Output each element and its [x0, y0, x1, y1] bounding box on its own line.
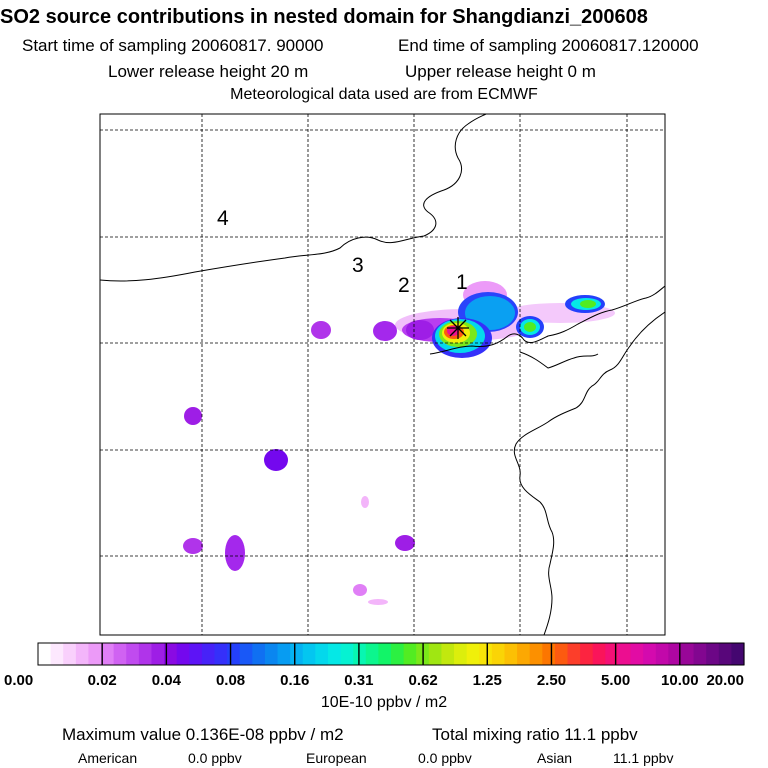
colorbar-cell	[592, 643, 606, 665]
colorbar-cell	[353, 643, 367, 665]
colorbar-tick-label: 0.02	[88, 672, 117, 689]
colorbar-tick-label: 5.00	[601, 672, 630, 689]
colorbar-cell	[189, 643, 203, 665]
colorbar-cell	[126, 643, 140, 665]
region-label-1: 1	[456, 271, 468, 294]
footprint-spots	[183, 321, 415, 605]
colorbar-cell	[63, 643, 77, 665]
colorbar-cell	[491, 643, 506, 665]
colorbar-tick-label: 0.16	[280, 672, 309, 689]
colorbar-cell	[718, 643, 732, 665]
colorbar-tick-label: 1.25	[473, 672, 502, 689]
region-label-4: 4	[217, 207, 229, 230]
colorbar-cell	[554, 643, 569, 665]
colorbar-cell	[38, 643, 52, 665]
colorbar-cell	[214, 643, 228, 665]
colorbar-units: 10E-10 ppbv / m2	[320, 694, 448, 711]
colorbar-cell	[138, 643, 153, 665]
colorbar-cell	[264, 643, 279, 665]
colorbar-cell	[706, 643, 720, 665]
colorbar-cell	[567, 643, 581, 665]
region-label-3: 3	[352, 254, 364, 277]
chart-title: SO2 source contributions in nested domai…	[0, 6, 648, 28]
upper-release-height: Upper release height 0 m	[405, 62, 596, 81]
lower-release-height: Lower release height 20 m	[108, 62, 309, 81]
colorbar-cell	[365, 643, 379, 665]
colorbar-cell	[403, 643, 417, 665]
colorbar-cell	[277, 643, 291, 665]
colorbar-cell	[617, 643, 632, 665]
map-borders	[100, 114, 665, 635]
region-asian-label: Asian	[537, 750, 573, 766]
colorbar-cell	[655, 643, 669, 665]
colorbar-cell	[302, 643, 316, 665]
colorbar-cell	[441, 643, 455, 665]
colorbar-cell	[542, 643, 556, 665]
region-european-label: European	[306, 750, 367, 766]
colorbar-cell	[454, 643, 468, 665]
colorbar-cell	[315, 643, 329, 665]
colorbar-cell	[630, 643, 644, 665]
colorbar-cell	[580, 643, 594, 665]
colorbar-cell	[101, 643, 115, 665]
colorbar-tick-label: 0.08	[216, 672, 245, 689]
colorbar-cell	[201, 643, 216, 665]
colorbar-tick-label: 2.50	[537, 672, 566, 689]
colorbar-cell	[75, 643, 90, 665]
colorbar-cell	[340, 643, 354, 665]
region-asian-value: 11.1 ppbv	[613, 750, 674, 766]
colorbar-cell	[428, 643, 443, 665]
colorbar: 0.00 0.02 0.04 0.08 0.16 0.31 0.62 1.25 2.50 5.00…	[4, 642, 745, 689]
colorbar-cell	[252, 643, 266, 665]
receptor-star-icon	[447, 317, 469, 339]
colorbar-cell	[151, 643, 165, 665]
met-data-note: Meteorological data used are from ECMWF	[230, 86, 538, 103]
colorbar-tick-label: 0.04	[152, 672, 182, 689]
region-american-label: American	[78, 750, 138, 766]
colorbar-cell	[391, 643, 405, 665]
colorbar-cell	[378, 643, 392, 665]
map-area	[100, 114, 665, 635]
region-american-value: 0.0 ppbv	[188, 750, 242, 766]
colorbar-cell	[88, 643, 102, 665]
map-frame	[99, 113, 666, 636]
colorbar-cell	[731, 643, 745, 665]
colorbar-cell	[668, 643, 682, 665]
colorbar-cell	[529, 643, 543, 665]
colorbar-cell	[50, 643, 64, 665]
footprint-plume	[373, 281, 615, 358]
colorbar-cell	[327, 643, 342, 665]
colorbar-cell	[466, 643, 480, 665]
sampling-end: End time of sampling 20060817.120000	[398, 36, 699, 55]
colorbar-cell	[479, 643, 493, 665]
region-label-2: 2	[398, 274, 410, 297]
colorbar-cell	[176, 643, 190, 665]
colorbar-cell	[290, 643, 304, 665]
maximum-value: Maximum value 0.136E-08 ppbv / m2	[62, 725, 344, 744]
sampling-start: Start time of sampling 20060817. 90000	[22, 36, 324, 55]
colorbar-cell	[643, 643, 657, 665]
colorbar-cell	[504, 643, 518, 665]
total-mixing-ratio: Total mixing ratio 11.1 ppbv	[432, 725, 638, 744]
colorbar-frame	[37, 642, 745, 666]
colorbar-tick-label: 0.00	[4, 672, 33, 689]
grid-lines	[100, 114, 665, 635]
colorbar-cell	[164, 643, 178, 665]
colorbar-cell	[680, 643, 695, 665]
colorbar-tick-label: 0.31	[344, 672, 373, 689]
colorbar-cell	[227, 643, 241, 665]
colorbar-cell	[517, 643, 531, 665]
colorbar-cell	[693, 643, 707, 665]
colorbar-cell	[239, 643, 253, 665]
colorbar-tick-label: 10.00	[661, 672, 699, 689]
colorbar-cell	[113, 643, 127, 665]
colorbar-tick-label: 0.62	[408, 672, 437, 689]
colorbar-tick-label: 20.00	[706, 672, 744, 689]
region-european-value: 0.0 ppbv	[418, 750, 472, 766]
colorbar-cell	[605, 643, 619, 665]
